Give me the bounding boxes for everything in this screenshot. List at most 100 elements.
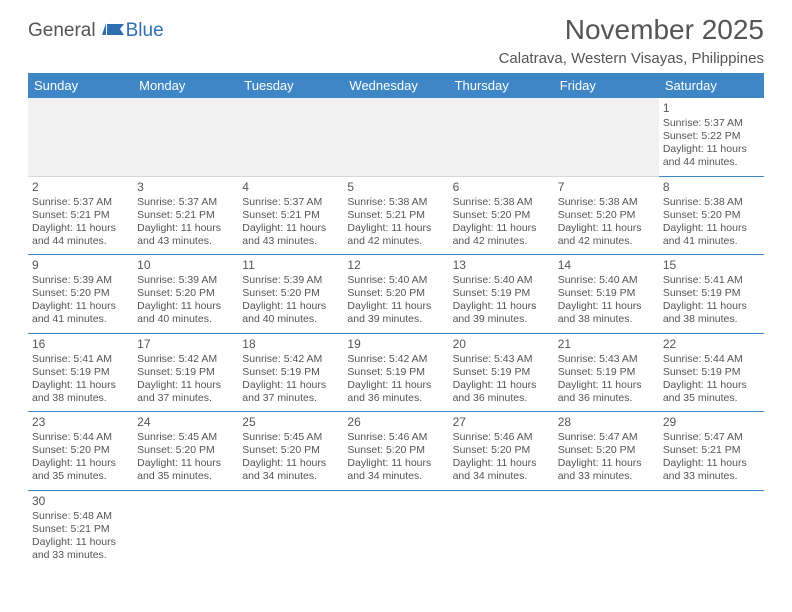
sunrise-line: Sunrise: 5:43 AM — [558, 353, 655, 366]
calendar-cell: 12Sunrise: 5:40 AMSunset: 5:20 PMDayligh… — [343, 255, 448, 334]
daylight-line: Daylight: 11 hours and 41 minutes. — [663, 222, 760, 248]
calendar-cell: 21Sunrise: 5:43 AMSunset: 5:19 PMDayligh… — [554, 333, 659, 412]
sunset-line: Sunset: 5:20 PM — [558, 444, 655, 457]
day-number: 20 — [453, 337, 550, 352]
sunset-line: Sunset: 5:19 PM — [347, 366, 444, 379]
day-number: 22 — [663, 337, 760, 352]
day-number: 6 — [453, 180, 550, 195]
calendar-cell — [343, 490, 448, 568]
day-number: 17 — [137, 337, 234, 352]
calendar-row: 9Sunrise: 5:39 AMSunset: 5:20 PMDaylight… — [28, 255, 764, 334]
daylight-line: Daylight: 11 hours and 33 minutes. — [558, 457, 655, 483]
daylight-line: Daylight: 11 hours and 36 minutes. — [347, 379, 444, 405]
calendar-cell: 3Sunrise: 5:37 AMSunset: 5:21 PMDaylight… — [133, 176, 238, 255]
daylight-line: Daylight: 11 hours and 36 minutes. — [453, 379, 550, 405]
day-number: 16 — [32, 337, 129, 352]
day-number: 19 — [347, 337, 444, 352]
daylight-line: Daylight: 11 hours and 39 minutes. — [453, 300, 550, 326]
sunrise-line: Sunrise: 5:47 AM — [663, 431, 760, 444]
day-number: 9 — [32, 258, 129, 273]
daylight-line: Daylight: 11 hours and 33 minutes. — [32, 536, 129, 562]
sunrise-line: Sunrise: 5:42 AM — [242, 353, 339, 366]
calendar-cell — [28, 98, 133, 176]
logo-flag-icon — [102, 21, 126, 42]
calendar-row: 1Sunrise: 5:37 AMSunset: 5:22 PMDaylight… — [28, 98, 764, 176]
calendar-cell — [238, 490, 343, 568]
calendar-cell — [449, 490, 554, 568]
sunrise-line: Sunrise: 5:42 AM — [137, 353, 234, 366]
calendar-cell: 18Sunrise: 5:42 AMSunset: 5:19 PMDayligh… — [238, 333, 343, 412]
calendar-row: 30Sunrise: 5:48 AMSunset: 5:21 PMDayligh… — [28, 490, 764, 568]
calendar-cell: 17Sunrise: 5:42 AMSunset: 5:19 PMDayligh… — [133, 333, 238, 412]
daylight-line: Daylight: 11 hours and 43 minutes. — [242, 222, 339, 248]
day-number: 8 — [663, 180, 760, 195]
calendar-cell: 29Sunrise: 5:47 AMSunset: 5:21 PMDayligh… — [659, 412, 764, 491]
sunrise-line: Sunrise: 5:38 AM — [453, 196, 550, 209]
sunrise-line: Sunrise: 5:45 AM — [137, 431, 234, 444]
day-number: 10 — [137, 258, 234, 273]
day-number: 3 — [137, 180, 234, 195]
calendar-cell: 2Sunrise: 5:37 AMSunset: 5:21 PMDaylight… — [28, 176, 133, 255]
sunrise-line: Sunrise: 5:45 AM — [242, 431, 339, 444]
sunrise-line: Sunrise: 5:38 AM — [663, 196, 760, 209]
day-number: 24 — [137, 415, 234, 430]
sunset-line: Sunset: 5:21 PM — [663, 444, 760, 457]
calendar-cell: 10Sunrise: 5:39 AMSunset: 5:20 PMDayligh… — [133, 255, 238, 334]
day-header: Tuesday — [238, 73, 343, 98]
daylight-line: Daylight: 11 hours and 35 minutes. — [137, 457, 234, 483]
sunrise-line: Sunrise: 5:41 AM — [663, 274, 760, 287]
day-header: Friday — [554, 73, 659, 98]
calendar-cell: 7Sunrise: 5:38 AMSunset: 5:20 PMDaylight… — [554, 176, 659, 255]
day-number: 21 — [558, 337, 655, 352]
daylight-line: Daylight: 11 hours and 37 minutes. — [242, 379, 339, 405]
day-header: Thursday — [449, 73, 554, 98]
calendar-row: 23Sunrise: 5:44 AMSunset: 5:20 PMDayligh… — [28, 412, 764, 491]
calendar-cell: 11Sunrise: 5:39 AMSunset: 5:20 PMDayligh… — [238, 255, 343, 334]
calendar-cell: 5Sunrise: 5:38 AMSunset: 5:21 PMDaylight… — [343, 176, 448, 255]
daylight-line: Daylight: 11 hours and 38 minutes. — [32, 379, 129, 405]
day-number: 14 — [558, 258, 655, 273]
calendar-cell: 28Sunrise: 5:47 AMSunset: 5:20 PMDayligh… — [554, 412, 659, 491]
location: Calatrava, Western Visayas, Philippines — [499, 50, 764, 67]
sunset-line: Sunset: 5:20 PM — [137, 287, 234, 300]
sunset-line: Sunset: 5:19 PM — [453, 366, 550, 379]
calendar-cell — [659, 490, 764, 568]
sunrise-line: Sunrise: 5:42 AM — [347, 353, 444, 366]
sunrise-line: Sunrise: 5:37 AM — [242, 196, 339, 209]
sunrise-line: Sunrise: 5:37 AM — [663, 117, 760, 130]
sunrise-line: Sunrise: 5:46 AM — [347, 431, 444, 444]
daylight-line: Daylight: 11 hours and 40 minutes. — [137, 300, 234, 326]
sunset-line: Sunset: 5:20 PM — [453, 209, 550, 222]
daylight-line: Daylight: 11 hours and 34 minutes. — [242, 457, 339, 483]
sunrise-line: Sunrise: 5:40 AM — [558, 274, 655, 287]
sunset-line: Sunset: 5:20 PM — [242, 444, 339, 457]
sunset-line: Sunset: 5:19 PM — [558, 287, 655, 300]
sunrise-line: Sunrise: 5:39 AM — [242, 274, 339, 287]
calendar-cell: 30Sunrise: 5:48 AMSunset: 5:21 PMDayligh… — [28, 490, 133, 568]
logo-text-blue: Blue — [126, 20, 164, 42]
calendar-cell: 4Sunrise: 5:37 AMSunset: 5:21 PMDaylight… — [238, 176, 343, 255]
day-number: 7 — [558, 180, 655, 195]
calendar-cell — [343, 98, 448, 176]
day-header: Saturday — [659, 73, 764, 98]
sunrise-line: Sunrise: 5:44 AM — [32, 431, 129, 444]
daylight-line: Daylight: 11 hours and 41 minutes. — [32, 300, 129, 326]
day-number: 12 — [347, 258, 444, 273]
day-number: 15 — [663, 258, 760, 273]
calendar-row: 2Sunrise: 5:37 AMSunset: 5:21 PMDaylight… — [28, 176, 764, 255]
day-header: Sunday — [28, 73, 133, 98]
logo: General Blue — [28, 20, 164, 42]
sunset-line: Sunset: 5:19 PM — [453, 287, 550, 300]
day-number: 2 — [32, 180, 129, 195]
daylight-line: Daylight: 11 hours and 35 minutes. — [663, 379, 760, 405]
sunrise-line: Sunrise: 5:46 AM — [453, 431, 550, 444]
day-number: 5 — [347, 180, 444, 195]
daylight-line: Daylight: 11 hours and 36 minutes. — [558, 379, 655, 405]
daylight-line: Daylight: 11 hours and 39 minutes. — [347, 300, 444, 326]
sunset-line: Sunset: 5:21 PM — [242, 209, 339, 222]
calendar-cell: 1Sunrise: 5:37 AMSunset: 5:22 PMDaylight… — [659, 98, 764, 176]
calendar-cell: 20Sunrise: 5:43 AMSunset: 5:19 PMDayligh… — [449, 333, 554, 412]
daylight-line: Daylight: 11 hours and 42 minutes. — [558, 222, 655, 248]
calendar-cell — [238, 98, 343, 176]
sunset-line: Sunset: 5:19 PM — [32, 366, 129, 379]
